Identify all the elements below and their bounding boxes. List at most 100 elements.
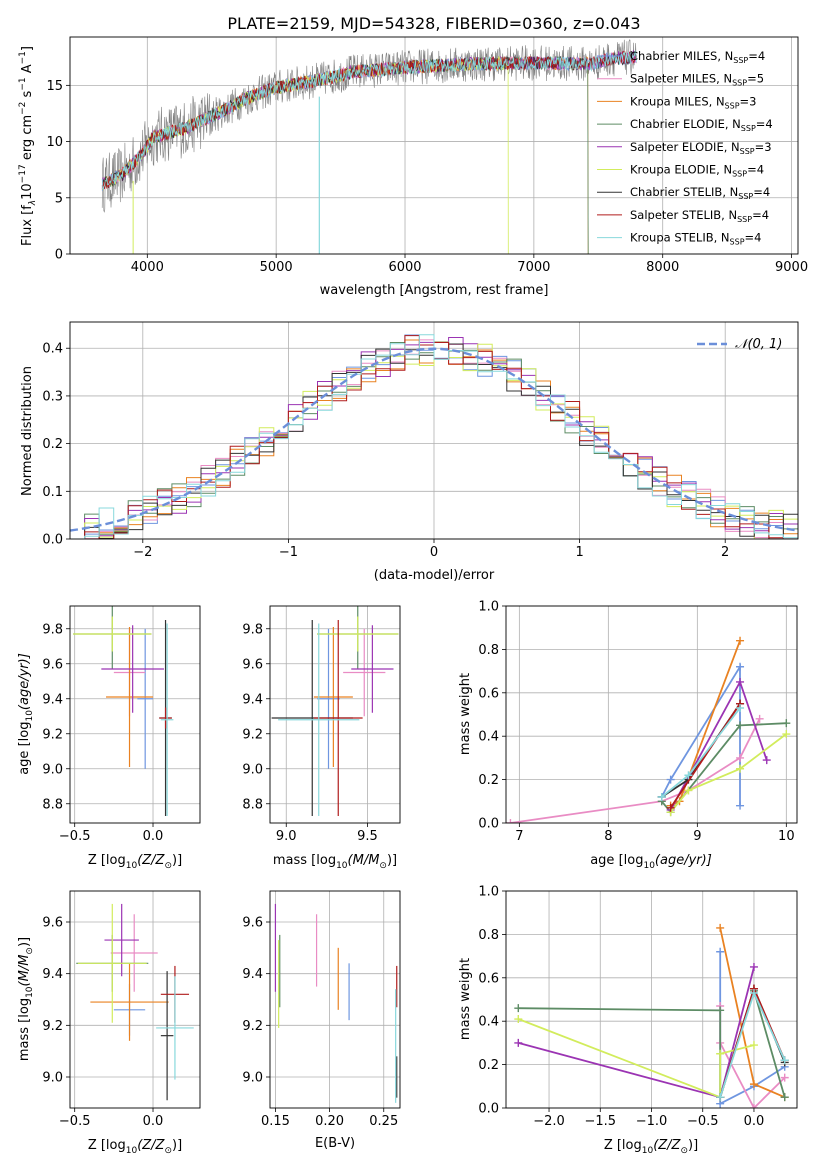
y-tick-label: 9.0 — [42, 1071, 63, 1086]
y-tick-label: 0.2 — [478, 1058, 499, 1073]
weight-line-kroupa_miles — [719, 927, 786, 1099]
weight-marker-chabrier_miles — [666, 775, 675, 784]
x-axis-label: Z [log10(Z/Z⊙)] — [604, 1138, 698, 1156]
weight-marker-salpeter_stelib — [666, 803, 675, 812]
weight-marker-salpeter_miles — [506, 819, 515, 823]
x-tick-label: 8 — [604, 829, 612, 844]
legend-entry: Salpeter ELODIE, NSSP=3 — [630, 140, 772, 156]
x-axis-label: mass [log10(M/M⊙)] — [273, 853, 397, 871]
axes-frame — [69, 605, 201, 824]
y-tick-label: 0.4 — [478, 1015, 499, 1030]
y-tick-label: 8.8 — [242, 797, 263, 812]
axes-frame — [69, 36, 799, 255]
legend-entry: Chabrier STELIB, NSSP=4 — [630, 185, 770, 201]
weight_vs_age-plot-area — [506, 636, 791, 823]
y-tick-label: 0.6 — [478, 686, 499, 701]
weight-marker-kroupa_miles — [716, 923, 725, 932]
weight-marker-kroupa_stelib — [780, 1056, 789, 1065]
y-tick-label: 9.2 — [42, 727, 63, 742]
axes-frame — [269, 890, 401, 1109]
y-tick-label: 9.6 — [242, 916, 263, 931]
y-tick-label: 15 — [46, 79, 63, 94]
weight-marker-kroupa_stelib — [684, 771, 693, 780]
weight-marker-chabrier_elodie — [780, 1093, 789, 1102]
x-tick-label: 4000 — [131, 260, 164, 275]
model-spectrum-kroupa_stelib — [101, 50, 637, 190]
residuals-panel: −2 −1 0 1 2 0.0 0.1 0.2 0.3 0.4 𝒩(0, 1) (data-model… — [20, 321, 799, 583]
x-tick-label: 7000 — [517, 260, 550, 275]
mass_vs_Z-panel: −0.5 0.0 9.0 9.2 9.4 9.6 Z [log10(Z/Z⊙)] mass [… — [17, 890, 201, 1156]
y-tick-label: 0.0 — [478, 817, 499, 832]
y-tick-label: 0.1 — [42, 485, 63, 500]
y-tick-label: 1.0 — [478, 600, 499, 615]
y-tick-label: 9.2 — [242, 727, 263, 742]
mass_vs_Z-plot-area — [76, 903, 194, 1101]
y-tick-label: 9.4 — [242, 692, 263, 707]
weight-line-chabrier_elodie — [661, 722, 787, 814]
weight-marker-chabrier_elodie — [782, 719, 791, 728]
weight-marker-kroupa_miles — [749, 1080, 758, 1089]
x-tick-label: −2 — [133, 545, 152, 560]
x-tick-label: 10 — [778, 829, 795, 844]
axes-frame — [69, 321, 799, 540]
weight-marker-kroupa_elodie — [749, 1041, 758, 1050]
x-axis-label: E(B-V) — [315, 1136, 355, 1151]
x-tick-label: 7 — [515, 829, 523, 844]
y-tick-label: 9.0 — [242, 1071, 263, 1086]
x-tick-label: 9000 — [775, 260, 808, 275]
y-tick-label: 9.2 — [42, 1019, 63, 1034]
x-tick-label: 0.0 — [744, 1114, 765, 1129]
age_vs_Z-plot-area — [73, 606, 174, 816]
y-tick-label: 0.2 — [478, 773, 499, 788]
normal-curve — [70, 347, 798, 532]
x-tick-label: 5000 — [260, 260, 293, 275]
x-tick-label: −1.0 — [636, 1114, 668, 1129]
weight-marker-salpeter_elodie — [749, 962, 758, 971]
x-tick-label: −0.5 — [687, 1114, 719, 1129]
weight-marker-salpeter_miles — [736, 753, 745, 762]
y-tick-label: 9.4 — [42, 692, 63, 707]
x-tick-label: −2.0 — [533, 1114, 565, 1129]
x-tick-label: −0.5 — [59, 1114, 91, 1129]
weight-marker-kroupa_elodie — [684, 786, 693, 795]
weight-marker-kroupa_stelib — [749, 988, 758, 997]
x-tick-label: 0.25 — [369, 1114, 398, 1129]
mass_vs_ebv-plot-area — [274, 903, 398, 1103]
y-tick-label: 9.2 — [242, 1019, 263, 1034]
y-tick-label: 0.4 — [478, 730, 499, 745]
y-tick-label: 0.6 — [478, 971, 499, 986]
weight-marker-kroupa_elodie — [716, 1049, 725, 1058]
weight-line-salpeter_miles — [510, 718, 761, 823]
x-tick-label: 0.20 — [315, 1114, 344, 1129]
weight-marker-salpeter_miles — [749, 1104, 758, 1108]
age_vs_mass-panel: 9.0 9.5 8.8 9.0 9.2 9.4 9.6 9.8 mass [log10(M/M⊙… — [242, 605, 401, 871]
weight-marker-chabrier_elodie — [736, 721, 745, 730]
legend-entry: Kroupa ELODIE, NSSP=4 — [630, 163, 764, 179]
legend-entry: Salpeter STELIB, NSSP=4 — [630, 208, 769, 224]
y-tick-label: 0.2 — [42, 437, 63, 452]
weight-marker-kroupa_stelib — [657, 792, 666, 801]
x-tick-label: 9 — [693, 829, 701, 844]
y-tick-label: 9.4 — [242, 967, 263, 982]
x-axis-label: age [log10(age/yr)] — [590, 853, 712, 871]
y-tick-label: 0.8 — [478, 928, 499, 943]
weight-marker-kroupa_elodie — [514, 1015, 523, 1024]
legend-entry: Kroupa MILES, NSSP=3 — [630, 94, 756, 110]
y-axis-label: Flux [fλ10−17 erg cm−2 s−1 A−1] — [18, 46, 38, 246]
mass_vs_ebv-panel: 0.15 0.20 0.25 9.0 9.2 9.4 9.6 E(B-V) — [242, 890, 401, 1151]
weight-marker-salpeter_miles — [755, 714, 764, 723]
y-tick-label: 0.4 — [42, 342, 63, 357]
weight-marker-kroupa_stelib — [716, 1093, 725, 1102]
y-tick-label: 1.0 — [478, 885, 499, 900]
x-axis-label: wavelength [Angstrom, rest frame] — [320, 283, 549, 298]
x-axis-label: (data-model)/error — [374, 568, 495, 583]
weight-marker-salpeter_miles — [780, 1073, 789, 1082]
weight-marker-chabrier_miles — [736, 801, 745, 810]
weight-line-kroupa_elodie — [517, 1018, 755, 1099]
weight-marker-chabrier_miles — [716, 947, 725, 956]
y-tick-label: 0.0 — [478, 1102, 499, 1117]
y-tick-label: 9.8 — [242, 622, 263, 637]
legend-entry: Chabrier ELODIE, NSSP=4 — [630, 117, 773, 133]
x-tick-label: 9.0 — [276, 829, 297, 844]
